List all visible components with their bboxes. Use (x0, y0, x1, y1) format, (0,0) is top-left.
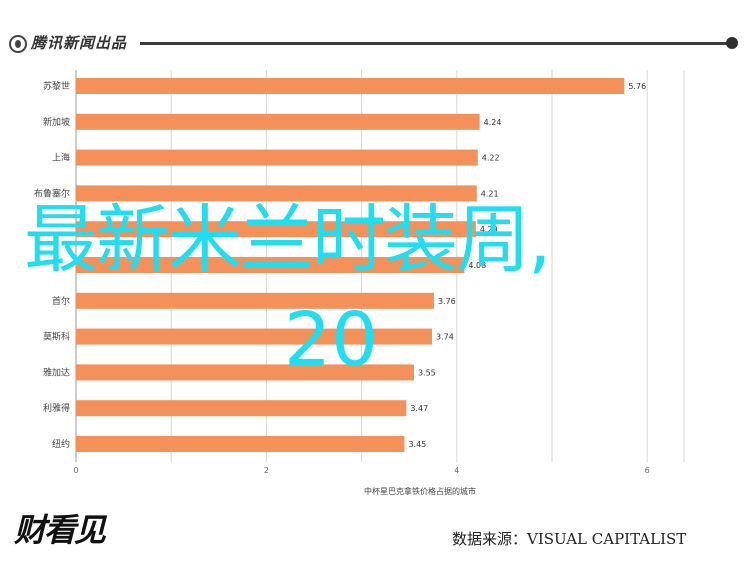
x-tick-label: 2 (264, 466, 269, 475)
category-label: 布鲁塞尔 (34, 187, 70, 199)
bar (76, 185, 477, 202)
x-axis-label: 中杯星巴克拿铁价格占据的城市 (364, 487, 476, 496)
bar (76, 221, 476, 238)
overlay-subtitle: 20 (284, 297, 379, 383)
x-tick-label: 0 (73, 466, 78, 475)
value-label: 3.45 (408, 440, 426, 449)
x-tick-label: 6 (645, 466, 650, 475)
value-label: 3.76 (438, 297, 456, 306)
category-label: 雅加达 (43, 366, 70, 378)
category-label: 莫斯科 (43, 331, 70, 343)
chart-labels: 苏黎世 5.76 新加坡 4.24 上海 4.22 布鲁塞尔 4.21 4.20 4.08 首尔 3.… (34, 80, 650, 475)
value-label: 3.47 (410, 404, 428, 413)
footer-logo: 财看见 (14, 511, 106, 549)
value-label: 4.21 (481, 189, 499, 198)
header-divider (140, 42, 730, 45)
bar (76, 113, 480, 130)
value-label: 4.20 (480, 225, 498, 234)
bar (76, 400, 407, 417)
value-label: 3.55 (418, 368, 436, 377)
data-source: 数据来源：VISUAL CAPITALIST (452, 530, 687, 548)
category-label: 新加坡 (43, 116, 70, 128)
x-tick-label: 4 (454, 466, 459, 475)
category-label: 上海 (52, 152, 70, 164)
bar (76, 149, 478, 166)
category-label: 首尔 (52, 295, 70, 307)
bar (76, 364, 414, 381)
category-label: 苏黎世 (43, 80, 70, 92)
value-label: 3.74 (436, 333, 454, 342)
bar (76, 78, 625, 94)
category-label: 纽约 (52, 438, 70, 450)
chart-bars (76, 78, 625, 452)
value-label: 4.08 (468, 261, 486, 270)
bar (76, 257, 465, 273)
header-dot (726, 37, 738, 49)
bar (76, 436, 405, 452)
category-label: 利雅得 (43, 402, 70, 414)
tencent-news-logo-icon (9, 35, 27, 53)
header: 腾讯新闻出品 (0, 0, 750, 70)
brand-name: 腾讯新闻出品 (31, 34, 128, 52)
value-label: 4.22 (482, 154, 500, 163)
value-label: 4.24 (484, 118, 502, 127)
value-label: 5.76 (628, 82, 646, 91)
overlay-title: 最新米兰时装周, (24, 197, 552, 283)
bar (76, 292, 434, 309)
bar (76, 328, 433, 345)
